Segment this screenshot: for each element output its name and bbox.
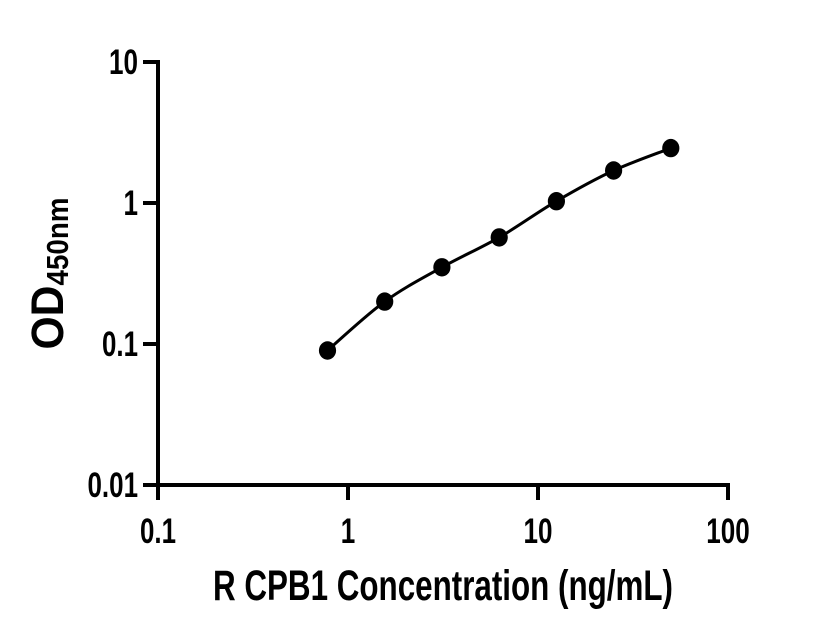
data-point-0.78ng-ml xyxy=(318,341,337,360)
x-tick-label-10: 10 xyxy=(524,512,553,551)
data-point-3.12ng-ml xyxy=(433,258,451,277)
data-point-25ng-ml xyxy=(605,161,623,180)
x-tick-label-0.1: 0.1 xyxy=(140,512,176,551)
y-tick-label-0.1: 0.1 xyxy=(102,325,138,364)
y-tick-label-10: 10 xyxy=(109,43,138,82)
data-point-50ng-ml xyxy=(662,138,680,158)
data-point-6.25ng-ml xyxy=(490,228,508,247)
x-axis-title: R CPB1 Concentration (ng/mL) xyxy=(213,562,673,610)
data-point-12.5ng-ml xyxy=(547,192,566,211)
standard-curve-line xyxy=(326,146,672,352)
x-tick-label-1: 1 xyxy=(341,512,356,551)
data-point-1.56ng-ml xyxy=(376,292,394,311)
x-tick-label-100: 100 xyxy=(706,512,750,551)
y-tick-label-0.01: 0.01 xyxy=(88,466,139,505)
y-axis-title: OD450nm xyxy=(22,198,75,350)
y-tick-label-1: 1 xyxy=(124,184,139,223)
